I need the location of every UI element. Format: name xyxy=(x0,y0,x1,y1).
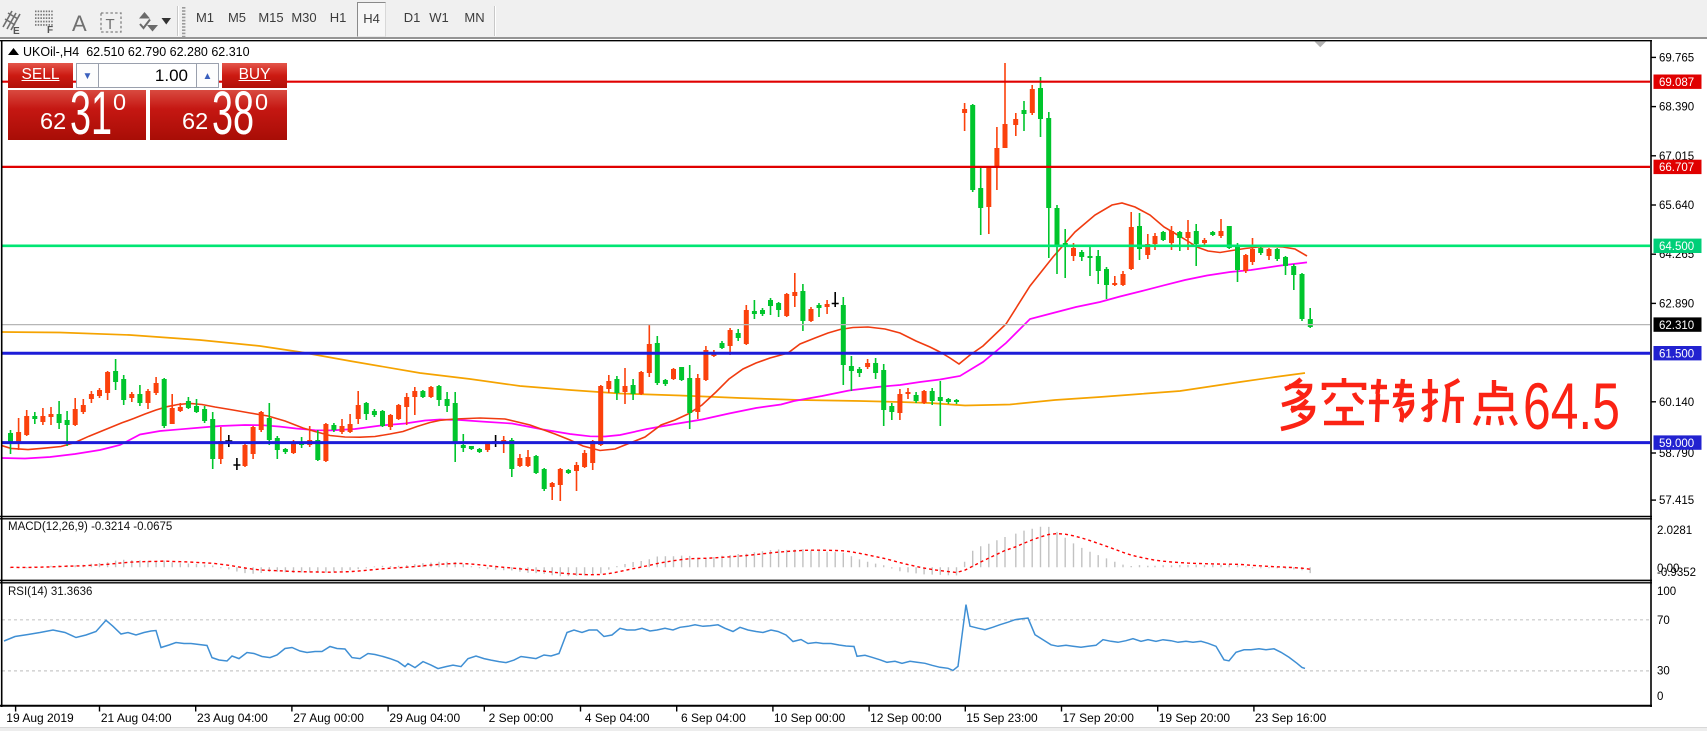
svg-text:58.790: 58.790 xyxy=(1659,448,1694,460)
svg-text:17 Sep 20:00: 17 Sep 20:00 xyxy=(1062,711,1134,725)
svg-text:69.087: 69.087 xyxy=(1659,77,1694,89)
svg-text:RSI(14) 31.3636: RSI(14) 31.3636 xyxy=(8,586,92,598)
svg-text:27 Aug 00:00: 27 Aug 00:00 xyxy=(293,711,364,725)
svg-text:60.140: 60.140 xyxy=(1659,397,1694,409)
svg-text:UKOil-,H4 62.510 62.790 62.28: UKOil-,H4 62.510 62.790 62.280 62.310 xyxy=(23,45,250,59)
svg-text:0.00: 0.00 xyxy=(1657,563,1679,575)
svg-text:62.890: 62.890 xyxy=(1659,298,1694,310)
svg-text:21 Aug 04:00: 21 Aug 04:00 xyxy=(101,711,172,725)
svg-text:64.5: 64.5 xyxy=(1523,369,1620,443)
svg-text:23 Aug 04:00: 23 Aug 04:00 xyxy=(197,711,268,725)
svg-text:19 Aug 2019: 19 Aug 2019 xyxy=(6,711,74,725)
svg-text:2.0281: 2.0281 xyxy=(1657,525,1692,537)
svg-text:100: 100 xyxy=(1657,586,1676,598)
svg-text:-0.9352: -0.9352 xyxy=(1657,567,1696,579)
svg-text:30: 30 xyxy=(1657,666,1670,678)
svg-text:61.500: 61.500 xyxy=(1659,349,1694,361)
svg-text:65.640: 65.640 xyxy=(1659,200,1694,212)
svg-text:19 Sep 20:00: 19 Sep 20:00 xyxy=(1159,711,1231,725)
svg-text:59.000: 59.000 xyxy=(1659,438,1694,450)
svg-text:23 Sep 16:00: 23 Sep 16:00 xyxy=(1255,711,1327,725)
svg-text:69.765: 69.765 xyxy=(1659,52,1694,64)
svg-text:70: 70 xyxy=(1657,615,1670,627)
svg-text:2 Sep 00:00: 2 Sep 00:00 xyxy=(489,711,554,725)
svg-text:6 Sep 04:00: 6 Sep 04:00 xyxy=(681,711,746,725)
svg-text:68.390: 68.390 xyxy=(1659,102,1694,114)
svg-text:12 Sep 00:00: 12 Sep 00:00 xyxy=(870,711,942,725)
svg-text:62.310: 62.310 xyxy=(1659,320,1694,332)
svg-text:T: T xyxy=(106,16,115,33)
svg-text:E: E xyxy=(13,26,20,37)
svg-text:4 Sep 04:00: 4 Sep 04:00 xyxy=(585,711,650,725)
svg-text:0: 0 xyxy=(1657,691,1663,703)
svg-text:66.707: 66.707 xyxy=(1659,162,1694,174)
svg-text:F: F xyxy=(47,25,53,36)
svg-text:64.500: 64.500 xyxy=(1659,241,1694,253)
svg-text:29 Aug 04:00: 29 Aug 04:00 xyxy=(389,711,460,725)
svg-text:57.415: 57.415 xyxy=(1659,495,1694,507)
svg-text:15 Sep 23:00: 15 Sep 23:00 xyxy=(966,711,1038,725)
svg-text:MACD(12,26,9) -0.3214 -0.0675: MACD(12,26,9) -0.3214 -0.0675 xyxy=(8,521,172,533)
svg-text:10 Sep 00:00: 10 Sep 00:00 xyxy=(774,711,846,725)
svg-text:A: A xyxy=(72,11,87,36)
